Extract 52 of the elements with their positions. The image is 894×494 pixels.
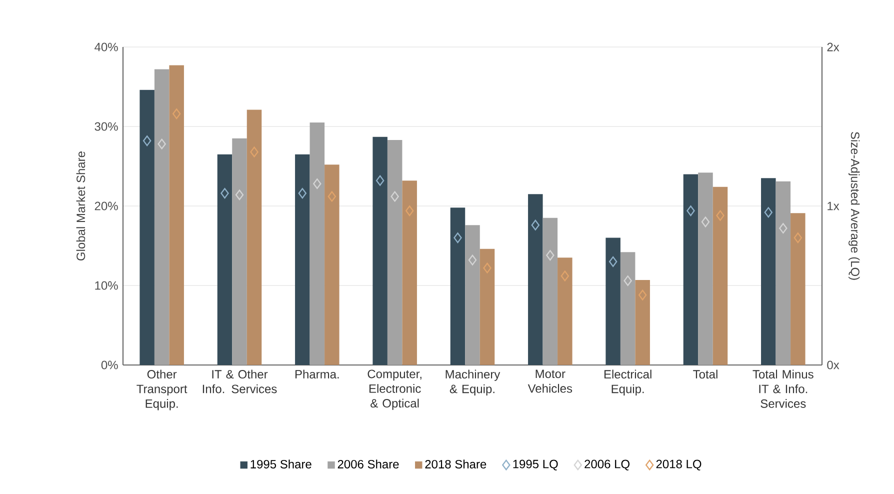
y2-tick-label: 1x [828, 202, 840, 210]
x-tick-label: Electrical Equip. [604, 370, 652, 396]
legend-label: 2018 LQ [656, 460, 702, 470]
bar [558, 258, 572, 365]
bar [402, 180, 417, 365]
bar [542, 218, 558, 365]
y-tick-label: 10% [95, 281, 118, 290]
bar [712, 186, 728, 365]
bar [450, 208, 466, 365]
bar [372, 136, 388, 365]
bar [246, 110, 262, 365]
y2-axis-title: Size-Adjusted Average (LQ) [848, 132, 860, 280]
bar [528, 194, 543, 365]
bar [140, 90, 154, 365]
bar [606, 238, 620, 365]
y-tick-label: 30% [94, 122, 118, 131]
x-tick-label: IT & Other Info. Services [202, 370, 277, 394]
bar [620, 252, 636, 365]
bar [217, 154, 232, 365]
x-tick-label: Total [693, 370, 718, 379]
bar [169, 65, 184, 365]
bar [295, 154, 310, 365]
bar [324, 164, 340, 365]
x-tick-label: Computer, Electronic & Optical [368, 370, 422, 410]
x-tick-label: Other Transport Equip. [136, 370, 188, 410]
bar [310, 122, 325, 365]
bar [683, 174, 698, 365]
x-tick-label: Motor Vehicles [528, 370, 572, 393]
legend-label: 2018 Share [425, 460, 486, 468]
bar [480, 248, 495, 365]
bar [465, 225, 480, 365]
y2-tick-label: 0x [827, 360, 840, 370]
legend-label: 2006 Share [338, 460, 399, 468]
y-tick-label: 20% [94, 202, 118, 210]
bar [387, 140, 402, 365]
bar [776, 181, 791, 365]
x-tick-label: Pharma. [295, 370, 339, 379]
bar [761, 178, 776, 365]
bar [635, 280, 650, 365]
legend-label: 1995 LQ [513, 460, 558, 470]
y-tick-label: 40% [94, 42, 118, 52]
x-tick-label: Machinery & Equip. [446, 370, 500, 396]
x-tick-label: Total Minus IT & Info. Services [752, 370, 814, 408]
y2-tick-label: 2x [827, 42, 840, 52]
bar [698, 172, 713, 365]
legend-label: 2006 LQ [584, 460, 630, 470]
legend-label: 1995 Share [250, 460, 312, 468]
y-tick-label: 0% [101, 360, 118, 370]
bar [790, 213, 806, 365]
y-axis-title: Global Market Share [76, 152, 86, 260]
bar [154, 69, 170, 365]
bar [232, 138, 247, 365]
